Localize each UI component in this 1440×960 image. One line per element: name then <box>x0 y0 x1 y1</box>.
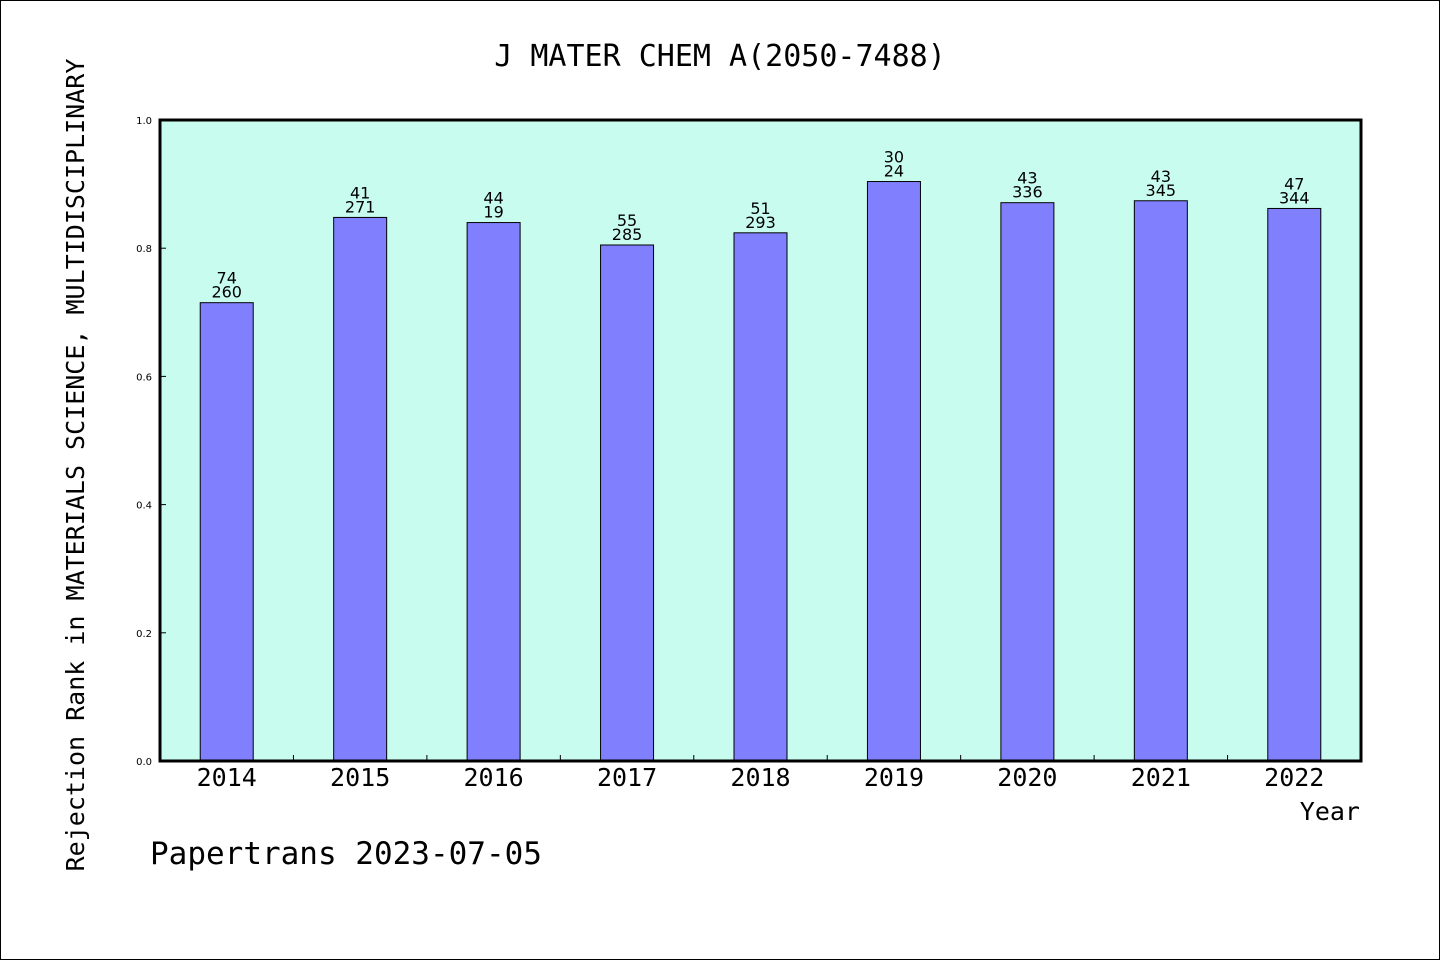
bar-2015 <box>333 216 388 762</box>
x-tick-label: 2019 <box>864 763 924 792</box>
bar-label-bottom: 19 <box>483 203 503 222</box>
x-tick-label: 2018 <box>730 763 790 792</box>
bar-2019 <box>866 181 921 762</box>
bar-2020 <box>1000 202 1055 762</box>
bar-label-top: 47 <box>1284 174 1304 193</box>
bar-label-top: 43 <box>1151 167 1171 186</box>
x-tick-label: 2020 <box>997 763 1057 792</box>
y-tick-label: 0.4 <box>136 501 152 512</box>
bar-label-top: 30 <box>884 148 904 167</box>
bar-label-bottom: 260 <box>211 283 242 302</box>
x-axis-label: Year <box>1300 797 1360 826</box>
bar-2021 <box>1133 200 1188 762</box>
bar-label-top: 55 <box>617 211 637 230</box>
credit-text: Papertrans 2023-07-05 <box>150 836 542 872</box>
y-tick-label: 1.0 <box>136 116 152 127</box>
bar-2016 <box>466 222 521 762</box>
y-tick-label: 0.2 <box>136 629 152 640</box>
x-tick-label: 2017 <box>597 763 657 792</box>
chart-title: J MATER CHEM A(2050-7488) <box>494 39 946 74</box>
bar-label-top: 41 <box>350 183 370 202</box>
bar-label-bottom: 271 <box>345 197 376 216</box>
x-tick-label: 2015 <box>330 763 390 792</box>
bar-label-bottom: 24 <box>884 162 904 181</box>
y-tick-label: 0.6 <box>136 372 152 383</box>
x-tick-label: 2022 <box>1264 763 1324 792</box>
bar-label-bottom: 336 <box>1012 183 1043 202</box>
y-axis-label: Rejection Rank in MATERIALS SCIENCE, MUL… <box>61 59 90 872</box>
bar-label-top: 74 <box>217 269 237 288</box>
bar-label-bottom: 293 <box>745 213 776 232</box>
y-tick-label: 0.0 <box>136 757 152 768</box>
y-tick-label: 0.8 <box>136 244 152 255</box>
bar-label-bottom: 344 <box>1279 188 1310 207</box>
bar-2018 <box>733 232 788 762</box>
bar-label-top: 44 <box>483 189 503 208</box>
plot-border <box>158 118 1363 763</box>
x-tick-label: 2021 <box>1131 763 1191 792</box>
bar-label-top: 51 <box>750 199 770 218</box>
x-tick-label: 2016 <box>464 763 524 792</box>
bar-label-top: 43 <box>1017 169 1037 188</box>
bar-label-bottom: 345 <box>1146 181 1177 200</box>
x-tick-label: 2014 <box>197 763 257 792</box>
bar-label-bottom: 285 <box>612 225 643 244</box>
bar-2017 <box>600 244 655 762</box>
bar-2022 <box>1267 207 1322 762</box>
bar-2014 <box>199 302 254 762</box>
